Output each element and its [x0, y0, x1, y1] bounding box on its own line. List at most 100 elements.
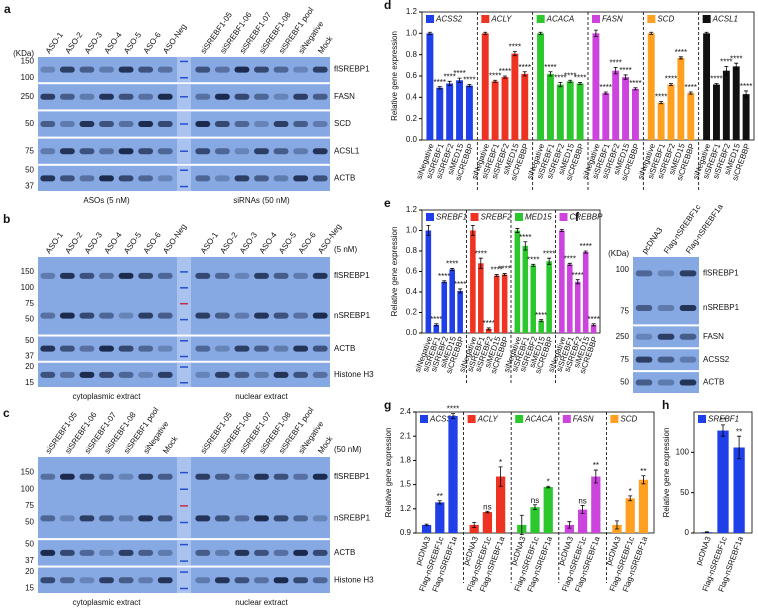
significance: ****: [587, 315, 599, 324]
significance: ****: [475, 249, 487, 258]
band: [214, 515, 230, 522]
error-bar: [575, 279, 580, 285]
bar: [514, 230, 521, 333]
footer-label: cytoplasmic extract: [72, 598, 141, 607]
error-bar: [470, 224, 475, 237]
y-tick-label: 1.0: [406, 226, 418, 235]
band: [138, 577, 154, 584]
bar: [456, 80, 464, 140]
band: [99, 515, 114, 522]
error-bar: [613, 67, 618, 75]
bar: [657, 102, 665, 140]
legend-swatch: [647, 15, 656, 23]
error-bar: [580, 505, 585, 515]
band: [157, 577, 173, 584]
lane-label: ASO-6: [142, 30, 163, 55]
band: [118, 93, 134, 100]
bar: [574, 281, 581, 333]
band: [635, 356, 653, 363]
significance: ****: [600, 83, 612, 92]
significance: ****: [554, 74, 566, 83]
significance: ****: [430, 315, 442, 324]
band: [99, 371, 114, 378]
legend-label: ACACA: [546, 15, 575, 24]
band: [254, 175, 269, 182]
significance: ****: [543, 249, 555, 258]
band: [59, 66, 75, 73]
bar: [485, 328, 492, 333]
significance: ****: [438, 272, 450, 281]
error-bar: [704, 531, 709, 533]
band: [157, 515, 173, 522]
bar: [501, 274, 508, 333]
band-label: FASN: [703, 332, 724, 341]
y-tick-label: 1.2: [406, 7, 418, 16]
significance: ****: [489, 71, 501, 80]
bar: [469, 524, 479, 533]
legend-swatch: [698, 415, 706, 423]
panel-label: c: [3, 406, 10, 420]
legend-label: SCD: [620, 415, 637, 424]
significance: ****: [544, 63, 556, 72]
error-bar: [450, 268, 455, 271]
band: [273, 312, 289, 319]
significance: ****: [434, 78, 446, 87]
marker-label: 37: [25, 556, 34, 565]
bar: [478, 263, 484, 333]
error-bar: [486, 327, 491, 331]
band: [254, 148, 269, 155]
error-bar: [688, 91, 693, 95]
legend-swatch: [426, 213, 434, 221]
y-tick-label: 0.4: [406, 92, 418, 101]
band: [293, 577, 309, 584]
bar: [491, 81, 499, 140]
error-bar: [547, 257, 552, 265]
conc-label: (50 nM): [334, 445, 362, 454]
band: [40, 93, 56, 100]
band: [195, 312, 211, 319]
marker-label: 150: [21, 57, 35, 66]
band: [195, 93, 211, 100]
y-tick-label: 0.2: [406, 308, 418, 317]
error-bar: [485, 510, 490, 514]
band: [254, 577, 269, 584]
panel-label: g: [384, 398, 391, 412]
bar: [482, 512, 493, 533]
band: [59, 371, 75, 378]
bar: [441, 281, 448, 333]
bar: [495, 476, 506, 533]
error-bar: [447, 80, 452, 86]
band: [312, 345, 328, 352]
band: [138, 272, 154, 279]
band: [273, 121, 289, 127]
panel-label: e: [384, 196, 391, 210]
error-bar: [548, 71, 553, 77]
band-label: flSREBP1: [334, 271, 370, 280]
marker-label: 75: [25, 299, 34, 308]
error-bar: [472, 522, 477, 528]
band: [138, 515, 154, 522]
bar: [546, 73, 554, 140]
significance: ****: [685, 83, 697, 92]
legend-label: MED15: [525, 213, 552, 222]
bar: [712, 84, 720, 140]
lane-label: ASO-5: [122, 230, 143, 255]
legend-swatch: [481, 15, 490, 23]
bar: [564, 524, 575, 533]
significance: ****: [509, 43, 521, 52]
bar: [530, 265, 537, 333]
error-bar: [578, 82, 583, 85]
error-bar: [649, 31, 654, 35]
marker-label: 50: [25, 540, 34, 549]
legend-swatch: [702, 15, 711, 23]
lane-label: ASO-1: [44, 30, 65, 55]
lane-label: ASO-1: [199, 230, 220, 255]
band: [214, 577, 230, 584]
bar: [425, 230, 432, 333]
band: [138, 371, 154, 378]
error-bar: [669, 83, 673, 86]
footer-label: ASOs (5 nM): [83, 196, 130, 205]
marker-label: 150: [21, 468, 35, 477]
legend-swatch: [515, 213, 523, 221]
band: [157, 371, 173, 378]
